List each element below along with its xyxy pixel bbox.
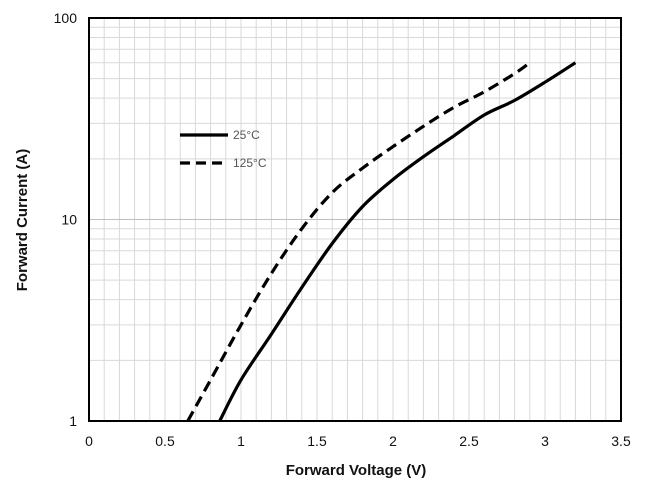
x-tick-label: 3.5 [611, 433, 631, 449]
series-125c-line [186, 61, 531, 422]
y-tick-label: 100 [54, 10, 78, 26]
x-tick-label: 3 [541, 433, 549, 449]
x-tick-label: 2.5 [459, 433, 479, 449]
legend: 25°C 125°C [180, 128, 267, 170]
legend-25c-label: 25°C [233, 128, 260, 142]
x-tick-label: 1 [237, 433, 245, 449]
x-tick-label: 2 [389, 433, 397, 449]
series-25c-line [218, 61, 577, 422]
y-axis-title: Forward Current (A) [14, 149, 31, 292]
x-tick-label: 1.5 [307, 433, 327, 449]
legend-125c-label: 125°C [233, 156, 267, 170]
tick-layer: 0 0.5 1 1.5 2 2.5 3 3.5 1 10 100 [54, 10, 631, 449]
plot-area-frame [88, 17, 622, 422]
x-tick-label: 0 [85, 433, 93, 449]
x-tick-label: 0.5 [155, 433, 175, 449]
y-tick-label: 1 [69, 413, 77, 429]
y-tick-label: 10 [61, 212, 77, 228]
grid-layer [89, 18, 621, 421]
series-layer [186, 61, 577, 422]
x-axis-title: Forward Voltage (V) [286, 462, 427, 479]
